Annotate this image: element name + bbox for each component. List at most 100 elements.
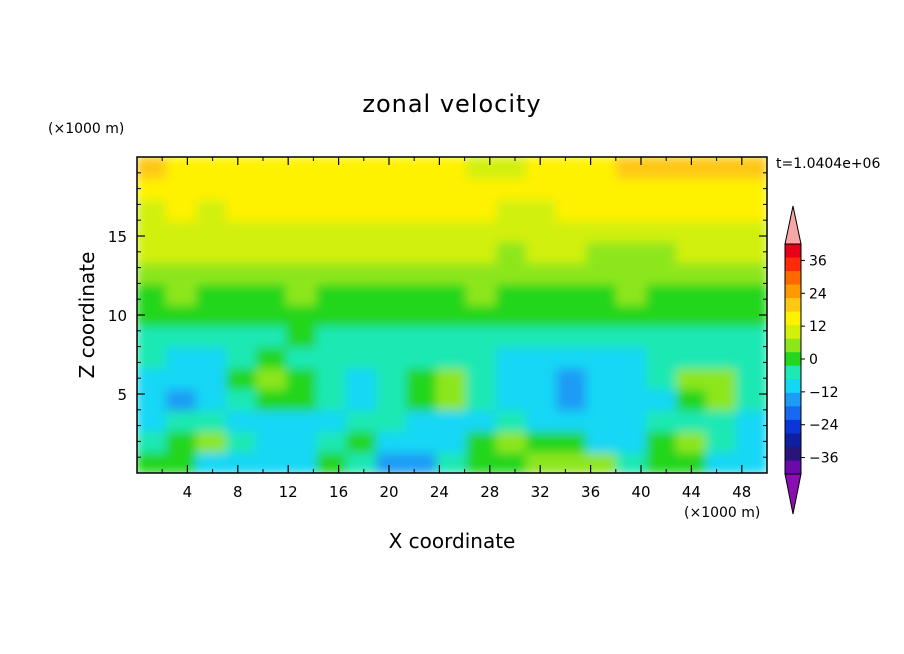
heatmap-cell (346, 345, 378, 369)
heatmap-cell (406, 261, 438, 285)
heatmap-cell (256, 261, 288, 285)
heatmap-cell (226, 177, 258, 201)
heatmap-cell (166, 408, 198, 432)
heatmap-cell (406, 303, 438, 327)
heatmap-cell (496, 303, 528, 327)
heatmap-cell (316, 198, 348, 222)
heatmap-cell (466, 408, 498, 432)
heatmap-cell (676, 261, 708, 285)
heatmap-cell (616, 429, 648, 453)
x-axis: 4 8 12 16 20 24 28 32 36 40 44 48 (161, 157, 751, 501)
heatmap-cell (376, 366, 408, 390)
heatmap-cell (586, 240, 618, 264)
heatmap-cell (256, 345, 288, 369)
heatmap-cell (346, 282, 378, 306)
heatmap-cell (166, 261, 198, 285)
heatmap-cell (226, 408, 258, 432)
heatmap-cell (646, 387, 678, 411)
heatmap-cell (586, 177, 618, 201)
heatmap-cell (286, 282, 318, 306)
heatmap-cell (646, 324, 678, 348)
heatmap-cell (286, 240, 318, 264)
heatmap-cell (166, 198, 198, 222)
heatmap-cell (736, 324, 767, 348)
heatmap-cell (406, 240, 438, 264)
y-axis: 5 10 15 (108, 172, 767, 458)
y-unit-label: (×1000 m) (48, 121, 124, 137)
heatmap-cell (436, 450, 468, 473)
heatmap-cell (526, 408, 558, 432)
heatmap-cell (736, 219, 767, 243)
heatmap-cell (496, 282, 528, 306)
heatmap-cell (436, 408, 468, 432)
heatmap-cell (376, 324, 408, 348)
heatmap-cell (676, 198, 708, 222)
heatmap-cell (736, 261, 767, 285)
x-tick-label: 12 (279, 483, 298, 501)
heatmap-cell (466, 303, 498, 327)
heatmap-cell (466, 450, 498, 473)
heatmap-cell (256, 177, 288, 201)
heatmap-cell (436, 366, 468, 390)
heatmap-cell (616, 366, 648, 390)
heatmap-cell (196, 366, 228, 390)
heatmap-cell (196, 408, 228, 432)
heatmap-cell (706, 366, 738, 390)
heatmap-cell (526, 450, 558, 473)
colorbar-band (785, 271, 801, 286)
heatmap-cell (736, 240, 767, 264)
heatmap-cell (196, 303, 228, 327)
colorbar-band (785, 433, 801, 448)
heatmap-cell (586, 345, 618, 369)
heatmap-cell (586, 408, 618, 432)
heatmap-cell (256, 387, 288, 411)
colorbar-label: 12 (809, 319, 827, 335)
heatmap-cell (286, 345, 318, 369)
heatmap-cell (346, 387, 378, 411)
heatmap-cell (676, 324, 708, 348)
heatmap-cell (676, 408, 708, 432)
heatmap-cell (556, 177, 588, 201)
heatmap-cell (646, 366, 678, 390)
heatmap-cell (256, 219, 288, 243)
heatmap-cell (286, 219, 318, 243)
heatmap-cell (676, 345, 708, 369)
heatmap-cell (196, 429, 228, 453)
heatmap-cell (676, 450, 708, 473)
heatmap-cell (256, 450, 288, 473)
heatmap-cell (556, 366, 588, 390)
heatmap-cell (616, 282, 648, 306)
heatmap-cell (496, 198, 528, 222)
heatmap-cell (346, 408, 378, 432)
heatmap-cell (706, 282, 738, 306)
heatmap-cell (676, 157, 708, 180)
heatmap-cell (376, 219, 408, 243)
heatmap-cell (256, 324, 288, 348)
heatmap-cell (676, 240, 708, 264)
heatmap-cell (137, 261, 168, 285)
heatmap-cell (736, 198, 767, 222)
heatmap-cell (226, 303, 258, 327)
colorbar-band (785, 298, 801, 313)
colorbar-band (785, 311, 801, 326)
heatmap-cell (286, 366, 318, 390)
heatmap-cell (556, 282, 588, 306)
heatmap-cell (196, 219, 228, 243)
colorbar-extend-high (784, 205, 802, 245)
colorbar-label: 36 (809, 253, 827, 269)
heatmap-cell (256, 282, 288, 306)
heatmap-cell (346, 240, 378, 264)
heatmap-cell (706, 387, 738, 411)
heatmap-cell (286, 157, 318, 180)
colorbar-label: 0 (809, 352, 818, 368)
heatmap-cell (556, 240, 588, 264)
colorbar-band (785, 446, 801, 461)
heatmap-cell (706, 240, 738, 264)
heatmap-cell (616, 219, 648, 243)
heatmap-cell (316, 261, 348, 285)
heatmap-cell (196, 261, 228, 285)
colorbar-label: −12 (809, 385, 839, 401)
heatmap-cell (137, 240, 168, 264)
heatmap-cell (676, 177, 708, 201)
heatmap-cell (196, 157, 228, 180)
